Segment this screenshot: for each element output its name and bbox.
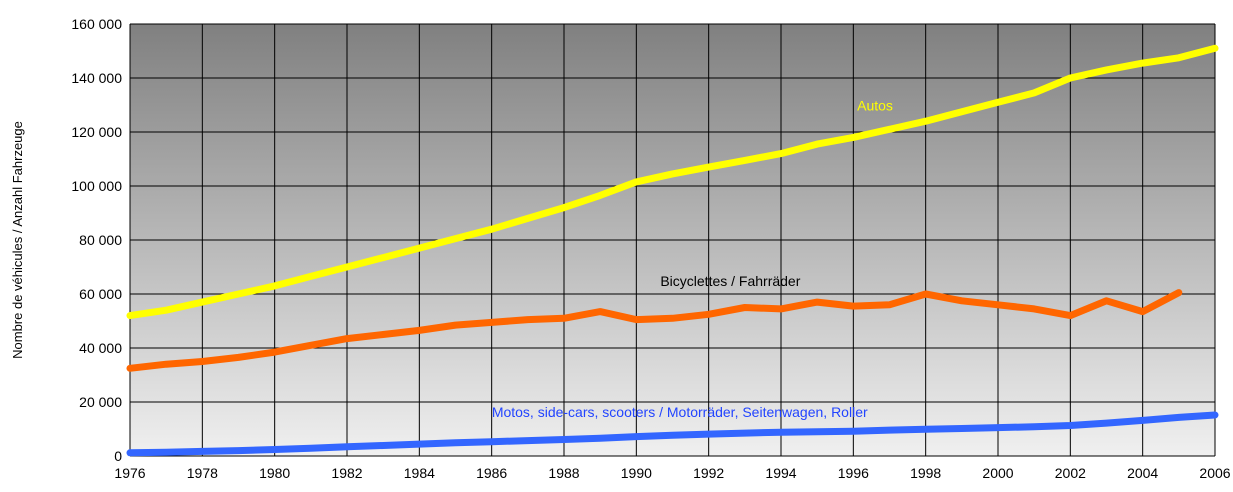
x-tick-label: 1976 (114, 465, 145, 481)
y-tick-label: 60 000 (79, 286, 122, 302)
y-tick-label: 80 000 (79, 232, 122, 248)
x-tick-label: 1994 (765, 465, 796, 481)
x-tick-label: 1992 (693, 465, 724, 481)
x-tick-label: 1998 (910, 465, 941, 481)
series-label-1: Bicyclettes / Fahrräder (660, 273, 800, 289)
x-tick-label: 2006 (1199, 465, 1230, 481)
series-line-2 (126, 411, 1219, 457)
series-line-1 (126, 289, 1183, 372)
y-tick-label: 160 000 (71, 16, 122, 32)
series-label-2: Motos, side-cars, scooters / Motorräder,… (492, 404, 868, 420)
x-tick-label: 1986 (476, 465, 507, 481)
y-tick-label: 0 (114, 448, 122, 464)
x-tick-label: 2004 (1127, 465, 1158, 481)
x-tick-label: 1996 (838, 465, 869, 481)
x-axis-tick-labels: 1976 1978 1980 1982 1984 1986 1988 1990 1992 1994… (114, 465, 1230, 481)
x-tick-label: 2000 (982, 465, 1013, 481)
y-tick-label: 120 000 (71, 124, 122, 140)
series-label-0: Autos (857, 97, 893, 113)
x-tick-label: 1990 (621, 465, 652, 481)
x-tick-label: 1984 (404, 465, 435, 481)
x-tick-label: 1978 (187, 465, 218, 481)
y-axis-tick-labels: 0 20 000 40 000 60 000 80 000 100 000 120 000 1… (71, 16, 122, 464)
y-tick-label: 100 000 (71, 178, 122, 194)
x-tick-label: 2002 (1055, 465, 1086, 481)
x-tick-label: 1988 (548, 465, 579, 481)
series-lines (126, 44, 1219, 457)
series-line-0 (126, 44, 1219, 320)
x-tick-label: 1980 (259, 465, 290, 481)
y-tick-label: 40 000 (79, 340, 122, 356)
y-axis-label: Nombre de véhicules / Anzahl Fahrzeuge (10, 121, 25, 359)
series-labels: Autos Bicyclettes / Fahrräder Motos, side-… (492, 97, 893, 419)
y-tick-label: 20 000 (79, 394, 122, 410)
y-tick-label: 140 000 (71, 70, 122, 86)
x-tick-label: 1982 (331, 465, 362, 481)
